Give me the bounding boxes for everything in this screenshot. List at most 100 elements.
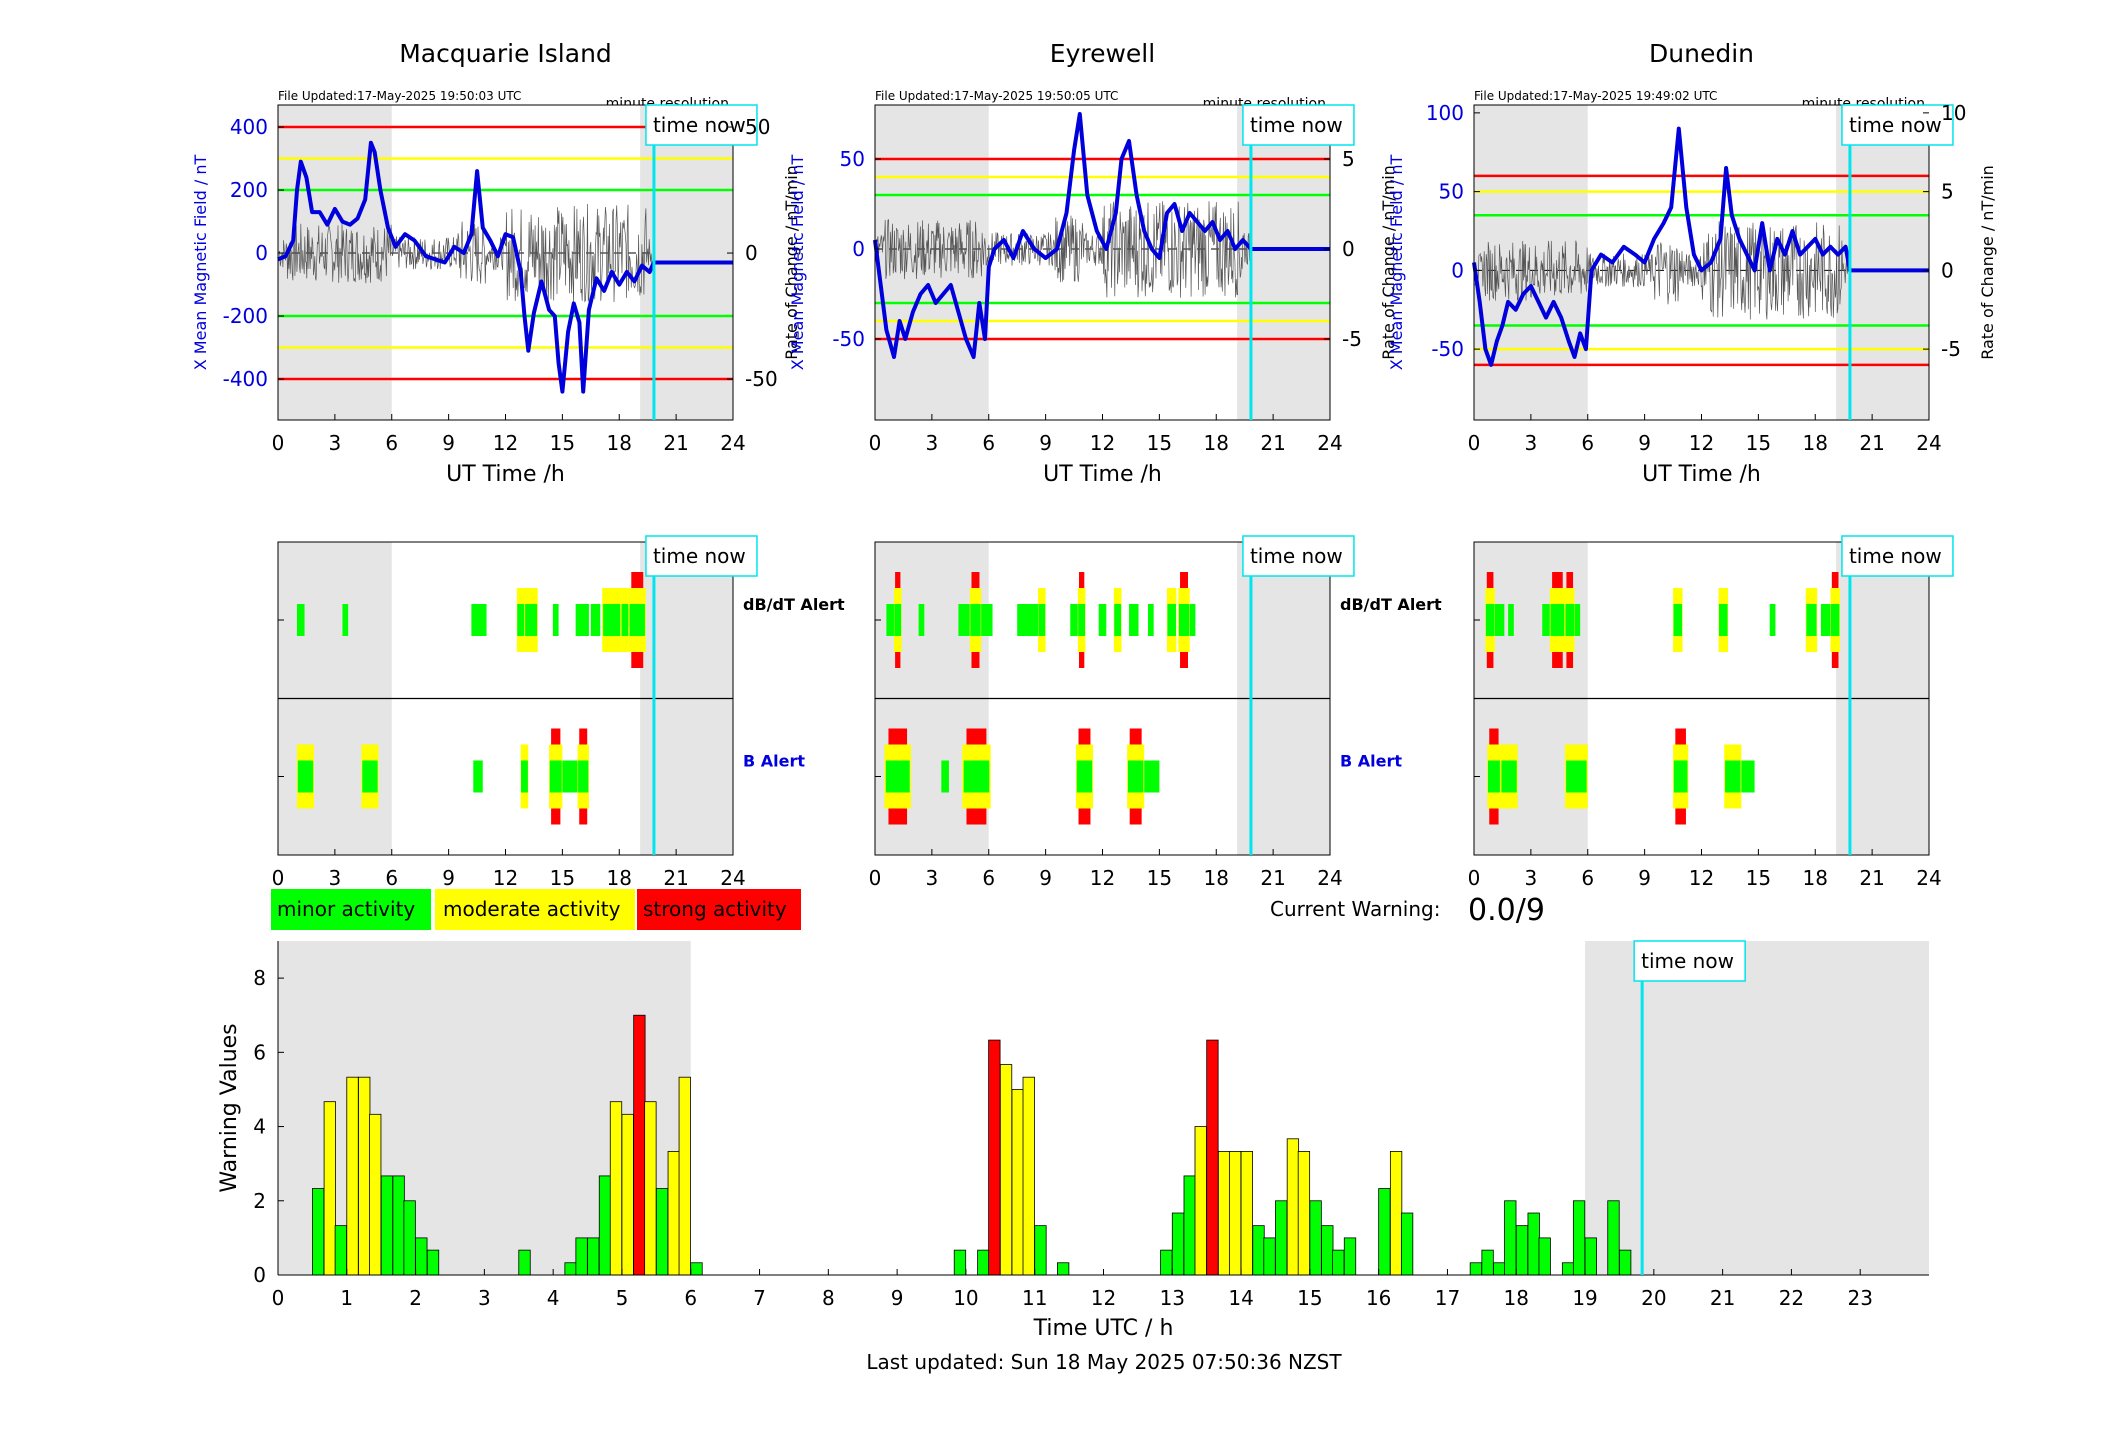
dbdt-block-minor — [471, 604, 487, 636]
bar-x-tick-label: 15 — [1297, 1286, 1322, 1310]
right-y-tick-label: 50 — [745, 115, 770, 139]
b-block-minor — [1673, 760, 1688, 793]
right-y-axis-label: Rate of Change / nT/min — [1978, 165, 1997, 360]
warning-bar — [1572, 1200, 1586, 1276]
alert-panel-1: time now dB/dT Alert B Alert 0 3 6 9 12 15 18 21 24 — [869, 535, 1442, 890]
b-block-minor — [362, 760, 378, 793]
dbdt-block-minor — [1017, 604, 1039, 636]
warning-bar — [1527, 1212, 1540, 1276]
b-block-minor — [1741, 760, 1755, 793]
bar-x-axis-label: Time UTC / h — [1033, 1316, 1174, 1341]
warning-bar — [1378, 1188, 1391, 1276]
bar-time-now-label: time now — [1641, 949, 1734, 973]
alert-panel-0: time now dB/dT Alert B Alert 0 3 6 9 12 15 18 21 24 — [272, 535, 845, 890]
alert-time-now-box — [645, 535, 758, 577]
dbdt-block-minor — [894, 604, 902, 636]
dbdt-block-minor — [1038, 604, 1046, 636]
alert-x-tick-label: 0 — [869, 866, 882, 890]
warning-bar — [1607, 1200, 1620, 1276]
warning-bar — [403, 1200, 416, 1276]
dbdt-block-minor — [590, 604, 601, 636]
warning-bar — [609, 1101, 623, 1276]
warning-bar — [426, 1249, 440, 1276]
alert-x-tick-label: 18 — [607, 866, 632, 890]
right-y-tick-label: 10 — [1941, 101, 1966, 125]
mean-field-line — [277, 140, 733, 394]
dbdt-alert-label: dB/dT Alert — [743, 595, 845, 614]
bar-y-axis-label: Warning Values — [217, 1023, 242, 1192]
y-tick-label: 100 — [1426, 101, 1464, 125]
x-tick-label: 24 — [720, 431, 745, 455]
dbdt-block-minor — [1550, 604, 1565, 636]
x-tick-label: 24 — [1916, 431, 1941, 455]
right-y-axis-label: Rate of Change / nT/min — [782, 165, 801, 360]
warning-bar — [1332, 1249, 1345, 1276]
x-tick-label: 9 — [1039, 431, 1052, 455]
dbdt-block-minor — [970, 604, 981, 636]
warning-bar — [988, 1039, 1001, 1276]
warning-bar — [1240, 1151, 1253, 1276]
x-tick-label: 12 — [1689, 431, 1714, 455]
y-tick-label: -200 — [223, 304, 268, 328]
b-block-minor — [1501, 760, 1517, 793]
bar-x-tick-label: 18 — [1504, 1286, 1529, 1310]
warning-bar — [1504, 1200, 1517, 1276]
time-now-box — [1242, 104, 1355, 146]
dbdt-block-minor — [1167, 604, 1176, 636]
station-title: Dunedin — [1649, 39, 1754, 68]
current-warning-label: Current Warning: — [1270, 897, 1440, 921]
y-tick-label: -400 — [223, 367, 268, 391]
x-tick-label: 21 — [1260, 431, 1285, 455]
bar-x-tick-label: 21 — [1710, 1286, 1735, 1310]
station-panel-2: Dunedin File Updated:17-May-2025 19:49:02… — [1387, 39, 1997, 487]
dbdt-block-minor — [1542, 604, 1550, 636]
dbdt-block-minor — [1769, 604, 1776, 636]
file-updated-text: File Updated:17-May-2025 19:49:02 UTC — [1474, 89, 1717, 103]
alert-time-now-label: time now — [1250, 544, 1343, 568]
alert-x-tick-label: 0 — [1468, 866, 1481, 890]
file-updated-text: File Updated:17-May-2025 19:50:03 UTC — [278, 89, 521, 103]
warning-bar — [1252, 1225, 1265, 1276]
x-tick-label: 21 — [663, 431, 688, 455]
warning-bar — [323, 1101, 336, 1276]
warning-bar — [369, 1113, 382, 1276]
alert-x-tick-label: 24 — [720, 866, 745, 890]
alert-x-tick-label: 12 — [1090, 866, 1115, 890]
bar-x-tick-label: 23 — [1847, 1286, 1872, 1310]
dbdt-block-minor — [1806, 604, 1817, 636]
bar-x-tick-label: 8 — [822, 1286, 835, 1310]
station-panel-0: Macquarie Island File Updated:17-May-2025… — [191, 39, 801, 487]
time-now-label: time now — [653, 113, 746, 137]
bar-x-tick-label: 22 — [1779, 1286, 1804, 1310]
warning-bar — [1160, 1249, 1173, 1276]
b-block-minor — [963, 760, 990, 793]
right-y-tick-label: 0 — [1342, 237, 1355, 261]
warning-bar — [518, 1249, 531, 1276]
alert-x-tick-label: 15 — [550, 866, 575, 890]
x-tick-label: 6 — [1581, 431, 1594, 455]
warning-bar — [334, 1225, 347, 1276]
alert-x-tick-label: 6 — [385, 866, 398, 890]
warning-bar — [1309, 1200, 1322, 1276]
bar-x-tick-label: 7 — [753, 1286, 766, 1310]
bar-x-tick-label: 17 — [1435, 1286, 1460, 1310]
right-y-tick-label: 5 — [1941, 180, 1954, 204]
y-tick-label: 50 — [840, 147, 865, 171]
alert-x-tick-label: 12 — [493, 866, 518, 890]
warning-bar — [587, 1237, 600, 1276]
bar-x-tick-label: 13 — [1160, 1286, 1185, 1310]
x-tick-label: 6 — [982, 431, 995, 455]
b-block-minor — [941, 760, 949, 793]
warning-bar — [1469, 1262, 1483, 1276]
station-panels: Macquarie Island File Updated:17-May-2025… — [191, 39, 1997, 487]
right-y-tick-label: -5 — [1941, 337, 1961, 361]
x-tick-label: 15 — [550, 431, 575, 455]
warning-bar — [1515, 1225, 1529, 1276]
y-tick-label: 200 — [230, 178, 268, 202]
alert-x-tick-label: 6 — [1581, 866, 1594, 890]
dbdt-block-minor — [296, 604, 305, 636]
bar-x-tick-label: 5 — [616, 1286, 629, 1310]
bar-x-tick-label: 4 — [547, 1286, 560, 1310]
warning-bar — [564, 1262, 577, 1276]
